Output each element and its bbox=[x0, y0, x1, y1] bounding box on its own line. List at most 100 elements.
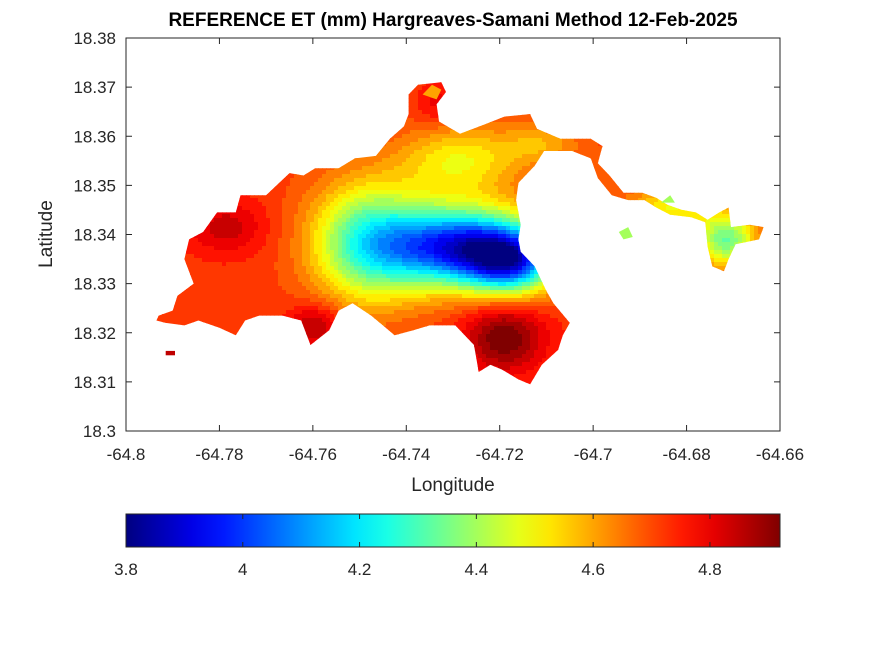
heatmap-cell bbox=[250, 302, 255, 307]
heatmap-cell bbox=[238, 270, 243, 275]
heatmap-cell bbox=[198, 302, 203, 307]
heatmap-cell bbox=[242, 218, 247, 223]
heatmap-cell bbox=[202, 246, 207, 251]
heatmap-cell bbox=[266, 298, 271, 303]
heatmap-cell bbox=[222, 270, 227, 275]
heatmap-cell bbox=[322, 330, 327, 335]
heatmap-cell bbox=[318, 186, 323, 191]
heatmap-cell bbox=[274, 230, 279, 235]
heatmap-cell bbox=[238, 262, 243, 267]
heatmap-cell bbox=[310, 202, 315, 207]
heatmap-cell bbox=[274, 258, 279, 263]
heatmap-cell bbox=[158, 318, 163, 323]
heatmap-cell bbox=[182, 302, 187, 307]
heatmap-cell bbox=[174, 318, 179, 323]
heatmap-cell bbox=[302, 314, 307, 319]
heatmap-cell bbox=[314, 298, 319, 303]
heatmap-cell bbox=[278, 230, 283, 235]
heatmap-cell bbox=[214, 310, 219, 315]
heatmap-cell bbox=[270, 306, 275, 311]
heatmap-cell bbox=[270, 202, 275, 207]
heatmap-cell bbox=[198, 246, 203, 251]
heatmap-cell bbox=[254, 234, 259, 239]
heatmap-cell bbox=[270, 226, 275, 231]
heatmap-cell bbox=[290, 234, 295, 239]
heatmap-cell bbox=[310, 290, 315, 295]
heatmap-cell bbox=[238, 282, 243, 287]
heatmap-cell bbox=[210, 274, 215, 279]
heatmap-cell bbox=[234, 270, 239, 275]
heatmap-cell bbox=[182, 322, 187, 327]
heatmap-cell bbox=[310, 250, 315, 255]
heatmap-cell bbox=[282, 254, 287, 259]
heatmap-cell bbox=[258, 282, 263, 287]
heatmap-cell bbox=[250, 270, 255, 275]
heatmap-cell bbox=[194, 250, 199, 255]
heatmap-cell bbox=[258, 254, 263, 259]
heatmap-cell bbox=[290, 178, 295, 183]
heatmap-cell bbox=[294, 214, 299, 219]
heatmap-cell bbox=[234, 322, 239, 327]
heatmap-cell bbox=[270, 230, 275, 235]
heatmap-cell bbox=[310, 282, 315, 287]
heatmap-cell bbox=[314, 226, 319, 231]
heatmap-cell bbox=[282, 278, 287, 283]
heatmap-cell bbox=[198, 310, 203, 315]
heatmap-cell bbox=[230, 310, 235, 315]
heatmap-cell bbox=[158, 314, 163, 319]
heatmap-cell bbox=[270, 274, 275, 279]
heatmap-cell bbox=[250, 314, 255, 319]
heatmap-cell bbox=[190, 298, 195, 303]
heatmap-cell bbox=[258, 278, 263, 283]
heatmap-cell bbox=[274, 306, 279, 311]
heatmap-cell bbox=[298, 286, 303, 291]
heatmap-cell bbox=[250, 274, 255, 279]
heatmap-cell bbox=[258, 310, 263, 315]
heatmap-cell bbox=[318, 270, 323, 275]
heatmap-cell bbox=[282, 270, 287, 275]
heatmap-cell bbox=[258, 218, 263, 223]
heatmap-cell bbox=[198, 294, 203, 299]
heatmap-cell bbox=[214, 322, 219, 327]
heatmap-cell bbox=[234, 246, 239, 251]
heatmap-cell bbox=[306, 190, 311, 195]
heatmap-cell bbox=[226, 230, 231, 235]
heatmap-cell bbox=[322, 322, 327, 327]
heatmap-cell bbox=[286, 310, 291, 315]
heatmap-cell bbox=[294, 206, 299, 211]
heatmap-cell bbox=[270, 214, 275, 219]
heatmap-cell bbox=[258, 262, 263, 267]
heatmap-cell bbox=[230, 250, 235, 255]
heatmap-cell bbox=[262, 246, 267, 251]
heatmap-cell bbox=[290, 202, 295, 207]
heatmap-cell bbox=[186, 306, 191, 311]
heatmap-cell bbox=[314, 262, 319, 267]
heatmap-cell bbox=[246, 194, 251, 199]
heatmap-cell bbox=[290, 206, 295, 211]
heatmap-cell bbox=[266, 214, 271, 219]
heatmap-cell bbox=[166, 310, 171, 315]
heatmap-cell bbox=[302, 222, 307, 227]
heatmap-cell bbox=[254, 210, 259, 215]
heatmap-cell bbox=[322, 206, 327, 211]
heatmap-cell bbox=[302, 278, 307, 283]
heatmap-cell bbox=[262, 302, 267, 307]
heatmap-cell bbox=[202, 286, 207, 291]
heatmap-cell bbox=[290, 238, 295, 243]
heatmap-cell bbox=[322, 286, 327, 291]
heatmap-cell bbox=[278, 286, 283, 291]
heatmap-cell bbox=[194, 310, 199, 315]
heatmap-cell bbox=[206, 298, 211, 303]
heatmap-cell bbox=[270, 298, 275, 303]
heatmap-cell bbox=[274, 286, 279, 291]
heatmap-cell bbox=[254, 250, 259, 255]
heatmap-cell bbox=[266, 282, 271, 287]
heatmap-cell bbox=[222, 214, 227, 219]
heatmap-cell bbox=[190, 274, 195, 279]
heatmap-cell bbox=[302, 326, 307, 331]
heatmap-cell bbox=[270, 278, 275, 283]
heatmap-cell bbox=[266, 266, 271, 271]
heatmap-cell bbox=[278, 254, 283, 259]
heatmap-cell bbox=[278, 238, 283, 243]
heatmap-cell bbox=[306, 214, 311, 219]
